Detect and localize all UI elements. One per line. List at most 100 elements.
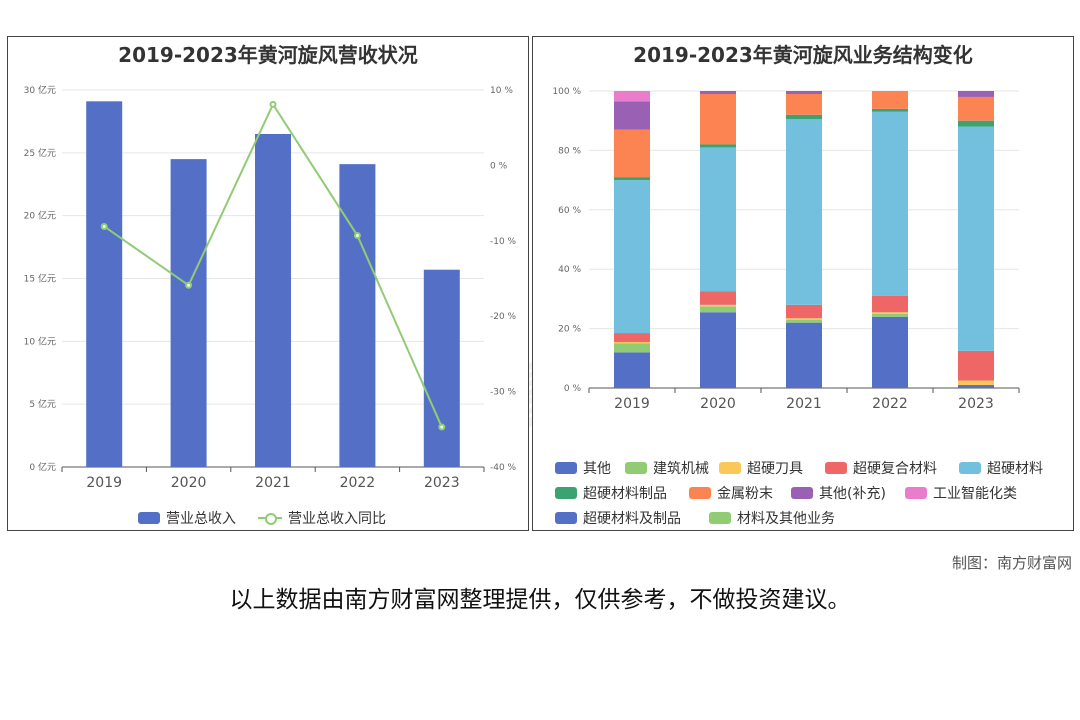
legend-label: 其他(补充) (819, 486, 886, 502)
y-tick-label: 80 % (558, 146, 581, 156)
legend-item[interactable]: 超硬复合材料 (825, 458, 937, 478)
stacked-segment (958, 91, 994, 97)
legend-item[interactable]: 其他 (555, 458, 611, 478)
stacked-segment (786, 93, 822, 115)
legend-label: 营业总收入同比 (288, 511, 386, 527)
y-tick-label: 20 % (558, 325, 581, 335)
stacked-segment (700, 312, 736, 388)
stacked-segment (700, 306, 736, 313)
legend-swatch (258, 512, 282, 525)
legend-label: 材料及其他业务 (737, 511, 835, 527)
stacked-segment (614, 91, 650, 102)
legend-label: 超硬复合材料 (853, 461, 937, 477)
y-right-tick-label: 0 % (490, 161, 508, 171)
legend-item[interactable]: 建筑机械 (625, 458, 709, 478)
stacked-segment (872, 313, 908, 317)
stacked-segment (700, 147, 736, 292)
y-right-tick-label: -20 % (490, 312, 517, 322)
y-left-tick-label: 15 亿元 (24, 273, 56, 285)
stacked-segment (872, 91, 908, 109)
x-tick-label: 2020 (700, 396, 736, 412)
stacked-segment (700, 304, 736, 307)
legend-swatch (905, 487, 927, 499)
legend-item[interactable]: 超硬材料 (959, 458, 1043, 478)
yoy-growth-point (438, 423, 446, 431)
legend-swatch (555, 487, 577, 499)
stacked-segment (958, 120, 994, 127)
legend-swatch (138, 512, 160, 524)
legend-label: 其他 (583, 461, 611, 477)
stacked-segment (614, 343, 650, 353)
x-tick-label: 2021 (255, 475, 291, 491)
stacked-segment (786, 318, 822, 320)
legend-item[interactable]: 营业总收入 (138, 508, 236, 528)
legend-label: 超硬材料及制品 (583, 511, 681, 527)
revenue-bar (339, 164, 376, 467)
legend-swatch (689, 487, 711, 499)
stacked-segment (700, 291, 736, 305)
stacked-segment (786, 322, 822, 388)
y-tick-label: 40 % (558, 265, 581, 275)
revenue-bar (423, 269, 460, 467)
stacked-segment (614, 352, 650, 388)
legend-swatch (959, 462, 981, 474)
legend-item[interactable]: 营业总收入同比 (258, 508, 386, 528)
yoy-growth-point (100, 222, 108, 230)
revenue-chart: 0 亿元 5 亿元 10 亿元 15 亿元 20 亿元 25 亿元 30 亿元 -40 % -3… (24, 84, 517, 491)
legend-item[interactable]: 超硬刀具 (719, 458, 803, 478)
stacked-segment (786, 114, 822, 120)
y-left-tick-label: 25 亿元 (24, 147, 56, 159)
stacked-segment (872, 312, 908, 314)
revenue-bar (86, 101, 123, 467)
legend-swatch (719, 462, 741, 474)
stacked-segment (614, 180, 650, 334)
x-tick-label: 2023 (424, 475, 460, 491)
legend-swatch (791, 487, 813, 499)
y-right-tick-label: -40 % (490, 463, 517, 473)
stacked-segment (614, 129, 650, 178)
yoy-growth-point (269, 100, 277, 108)
x-tick-label: 2022 (340, 475, 376, 491)
chart-credit: 制图：南方财富网 (951, 554, 1072, 572)
yoy-growth-point (185, 281, 193, 289)
x-tick-label: 2022 (872, 396, 908, 412)
x-tick-label: 2020 (171, 475, 207, 491)
stacked-segment (614, 333, 650, 342)
legend-swatch (825, 462, 847, 474)
legend-swatch (625, 462, 647, 474)
legend-item[interactable]: 材料及其他业务 (709, 508, 835, 528)
stacked-segment (614, 101, 650, 130)
x-tick-label: 2019 (86, 475, 122, 491)
y-tick-label: 0 % (564, 384, 582, 394)
x-tick-label: 2021 (786, 396, 822, 412)
stacked-segment (700, 91, 736, 94)
legend-label: 超硬刀具 (747, 461, 803, 477)
stacked-segment (958, 126, 994, 351)
business-structure-chart-title: 2019-2023年黄河旋风业务结构变化 (633, 43, 973, 67)
legend-item[interactable]: 工业智能化类 (905, 483, 1017, 503)
y-left-tick-label: 0 亿元 (29, 461, 56, 473)
revenue-bar (255, 133, 291, 467)
stacked-segment (786, 304, 822, 319)
legend-swatch (709, 512, 731, 524)
legend-label: 营业总收入 (166, 511, 236, 527)
stacked-segment (872, 111, 908, 296)
legend-item[interactable]: 其他(补充) (791, 483, 886, 503)
legend-label: 建筑机械 (653, 461, 709, 477)
legend-swatch (555, 512, 577, 524)
stacked-segment (872, 295, 908, 313)
stacked-segment (700, 144, 736, 148)
legend-label: 超硬材料制品 (583, 486, 667, 502)
legend-swatch (555, 462, 577, 474)
legend-item[interactable]: 金属粉末 (689, 483, 773, 503)
y-left-tick-label: 20 亿元 (24, 210, 56, 222)
legend-label: 超硬材料 (987, 461, 1043, 477)
revenue-chart-title: 2019-2023年黄河旋风营收状况 (118, 43, 418, 67)
y-left-tick-label: 5 亿元 (29, 398, 56, 410)
legend-item[interactable]: 超硬材料及制品 (555, 508, 681, 528)
legend-item[interactable]: 超硬材料制品 (555, 483, 667, 503)
legend-label: 金属粉末 (717, 486, 773, 502)
stacked-segment (786, 319, 822, 323)
stacked-segment (958, 96, 994, 121)
y-left-tick-label: 30 亿元 (24, 84, 56, 96)
